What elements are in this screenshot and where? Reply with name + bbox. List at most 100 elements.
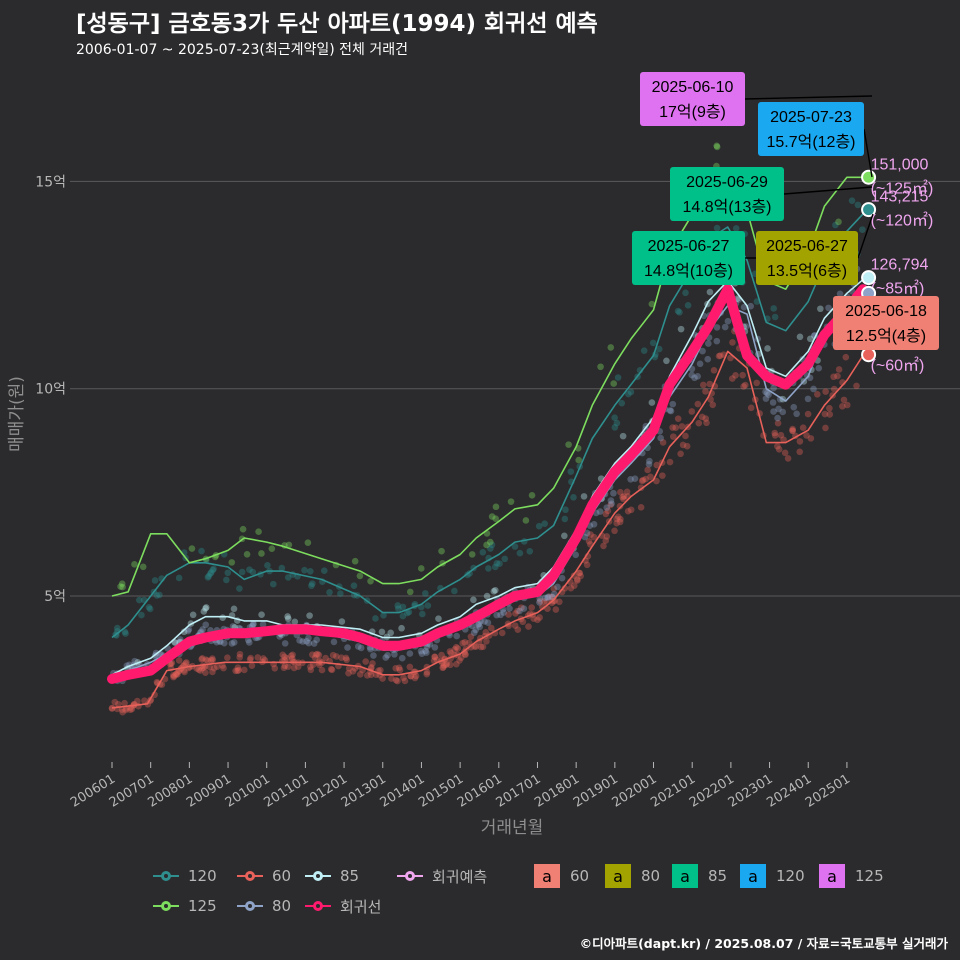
transaction-point [516, 607, 523, 615]
transaction-point [199, 655, 206, 662]
transaction-point [740, 383, 747, 390]
transaction-point [830, 385, 838, 393]
transaction-point [570, 582, 578, 589]
transaction-point [115, 700, 122, 708]
transaction-point [706, 380, 714, 388]
transaction-point [577, 572, 584, 580]
transaction-point [241, 666, 248, 674]
legend-key [304, 896, 332, 916]
transaction-point [483, 541, 490, 549]
transaction-point [514, 607, 521, 615]
transaction-point [822, 388, 829, 395]
transaction-point [198, 664, 206, 672]
legend-key [152, 866, 180, 886]
transaction-point [131, 561, 138, 568]
transaction-point [774, 419, 782, 427]
transaction-point [501, 555, 509, 563]
transaction-point [769, 399, 777, 406]
transaction-point [189, 611, 197, 619]
transaction-point [611, 414, 618, 421]
series-line-60 [111, 350, 864, 709]
transaction-point [602, 510, 610, 518]
transaction-point [398, 624, 405, 632]
prediction-area-label: (~120㎡) [871, 212, 934, 230]
transaction-point [170, 672, 178, 680]
transaction-point [698, 413, 706, 421]
transaction-point [367, 645, 374, 653]
transaction-point [483, 638, 490, 645]
transaction-point [688, 408, 696, 415]
transaction-point [657, 434, 664, 442]
transaction-point [342, 654, 350, 662]
transaction-point [739, 371, 746, 379]
transaction-point [403, 609, 411, 617]
transaction-point [235, 666, 242, 674]
transaction-point [306, 612, 313, 619]
transaction-point [367, 577, 374, 585]
transaction-point [607, 497, 615, 504]
transaction-point [356, 572, 364, 580]
transaction-point [470, 629, 478, 636]
transaction-point [796, 448, 804, 456]
transaction-point [653, 477, 660, 485]
transaction-point [649, 339, 657, 347]
transaction-point [281, 653, 288, 661]
transaction-point [583, 529, 591, 537]
transaction-point [490, 588, 498, 595]
transaction-point [835, 218, 842, 226]
transaction-point [399, 612, 407, 620]
transaction-point [119, 583, 126, 591]
transaction-point [357, 644, 365, 652]
transaction-point [328, 666, 336, 674]
transaction-point [721, 323, 729, 331]
transaction-point [843, 401, 851, 409]
transaction-point [497, 611, 504, 619]
transaction-point [713, 143, 721, 151]
annotation-leader [857, 213, 874, 259]
legend-label: 80 [641, 867, 661, 885]
transaction-point [456, 657, 463, 664]
transaction-point [807, 435, 815, 442]
prediction-value-label: 126,794 [871, 257, 929, 274]
transaction-point [423, 649, 430, 656]
transaction-point [619, 432, 627, 440]
transaction-point [799, 424, 807, 431]
annotation-price: 15.7억(12층) [766, 133, 855, 151]
transaction-point [541, 594, 549, 602]
transaction-point [613, 519, 620, 527]
transaction-point [732, 372, 739, 379]
transaction-point [307, 663, 314, 671]
transaction-point [516, 549, 524, 557]
transaction-point [691, 374, 698, 382]
transaction-point [616, 502, 624, 510]
transaction-point [670, 433, 677, 440]
transaction-point [199, 626, 206, 633]
transaction-point [709, 401, 717, 409]
transaction-point [640, 347, 648, 354]
transaction-point [713, 142, 721, 150]
legend-box-item-80: a 80 [605, 864, 661, 888]
transaction-point [659, 439, 667, 446]
transaction-point [119, 708, 126, 716]
transaction-point [134, 697, 141, 705]
transaction-point [320, 567, 328, 574]
transaction-point [151, 652, 159, 660]
transaction-point [506, 605, 513, 612]
transaction-point [519, 618, 527, 626]
transaction-point [153, 592, 161, 599]
legend-item-85: 85 [304, 866, 359, 886]
transaction-point [511, 622, 519, 629]
annotation-box-60 [833, 296, 939, 350]
transaction-point [173, 670, 180, 677]
transaction-point [362, 658, 369, 665]
transaction-point [583, 561, 591, 569]
legend-item-120: 120 [152, 866, 217, 886]
transaction-point [706, 288, 714, 296]
transaction-point [648, 399, 656, 406]
transaction-point [180, 667, 188, 674]
transaction-point [170, 671, 177, 679]
transaction-point [683, 442, 691, 450]
transaction-point [498, 629, 506, 637]
transaction-point [678, 423, 686, 430]
legend-item-60: 60 [236, 866, 291, 886]
